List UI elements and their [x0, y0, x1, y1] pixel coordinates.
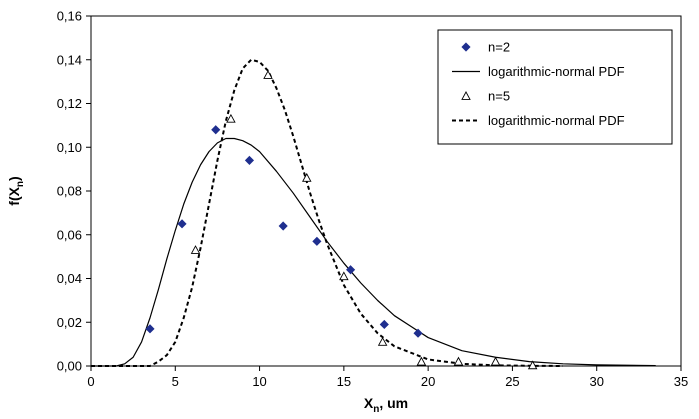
x-axis-label-base: X — [364, 395, 374, 411]
legend: n=2 logarithmic-normal PDF n=5 logarithmic-… — [437, 29, 673, 145]
data-point-n5 — [490, 356, 501, 366]
x-tick-label: 10 — [252, 374, 266, 389]
legend-label: logarithmic-normal PDF — [488, 113, 625, 128]
data-point-n2 — [177, 219, 187, 229]
y-axis-label-suffix: ) — [6, 176, 22, 181]
y-tick-label: 0,00 — [57, 359, 82, 374]
data-point-n5 — [453, 356, 464, 366]
legend-symbol-n5 — [461, 91, 471, 100]
data-point-n5 — [527, 360, 538, 370]
data-point-n2 — [145, 324, 155, 334]
x-tick-label: 25 — [505, 374, 519, 389]
x-tick-label: 5 — [172, 374, 179, 389]
data-point-n2 — [379, 319, 389, 330]
data-point-n5 — [377, 336, 388, 346]
data-point-n2 — [244, 155, 255, 165]
x-axis-label-sub: n — [373, 404, 379, 414]
x-tick-label: 35 — [674, 374, 688, 389]
data-point-n2 — [413, 328, 423, 338]
axes: 0 5 10 15 20 25 30 35 0,00 0,02 0,04 0,06 0,08 0,10 0,… — [57, 9, 689, 390]
x-tick-label: 0 — [87, 374, 94, 389]
y-tick-label: 0,12 — [57, 96, 82, 111]
legend-symbol-n2 — [461, 42, 471, 52]
data-point-n5 — [302, 172, 312, 182]
series-line-solid-pdf — [91, 137, 656, 367]
x-tick-label: 20 — [421, 374, 435, 389]
legend-box — [437, 29, 673, 145]
x-tick-label: 30 — [589, 374, 603, 389]
y-tick-label: 0,08 — [57, 184, 82, 199]
series-line-dashed-pdf — [91, 58, 564, 367]
y-tick-label: 0,04 — [57, 271, 82, 286]
y-tick-label: 0,06 — [57, 227, 82, 242]
y-axis-label-sub: n — [15, 181, 26, 187]
legend-label: n=5 — [488, 89, 510, 104]
y-tick-label: 0,10 — [57, 140, 82, 155]
y-tick-label: 0,16 — [57, 9, 82, 24]
data-point-n2 — [211, 125, 221, 135]
x-tick-label: 15 — [337, 374, 351, 389]
data-point-n5 — [339, 271, 349, 281]
data-point-n5 — [190, 245, 201, 254]
legend-label: n=2 — [488, 40, 510, 55]
y-axis-label-prefix: f(X — [6, 186, 22, 205]
legend-label: logarithmic-normal PDF — [488, 64, 625, 79]
y-axis-label: f(Xn) — [6, 176, 26, 205]
y-tick-label: 0,02 — [57, 315, 82, 330]
data-point-n5 — [416, 356, 427, 366]
x-axis-label: Xn, um — [364, 395, 408, 414]
data-point-n5 — [226, 113, 236, 123]
data-point-n2 — [312, 236, 322, 246]
data-point-n2 — [346, 265, 356, 275]
x-axis-label-suffix: , um — [379, 395, 408, 411]
data-point-n2 — [278, 221, 288, 231]
y-tick-label: 0,14 — [57, 52, 82, 67]
axis-titles: Xn, umf(Xn) — [6, 176, 408, 415]
data-point-n5 — [263, 70, 273, 79]
plot-area — [91, 58, 656, 370]
